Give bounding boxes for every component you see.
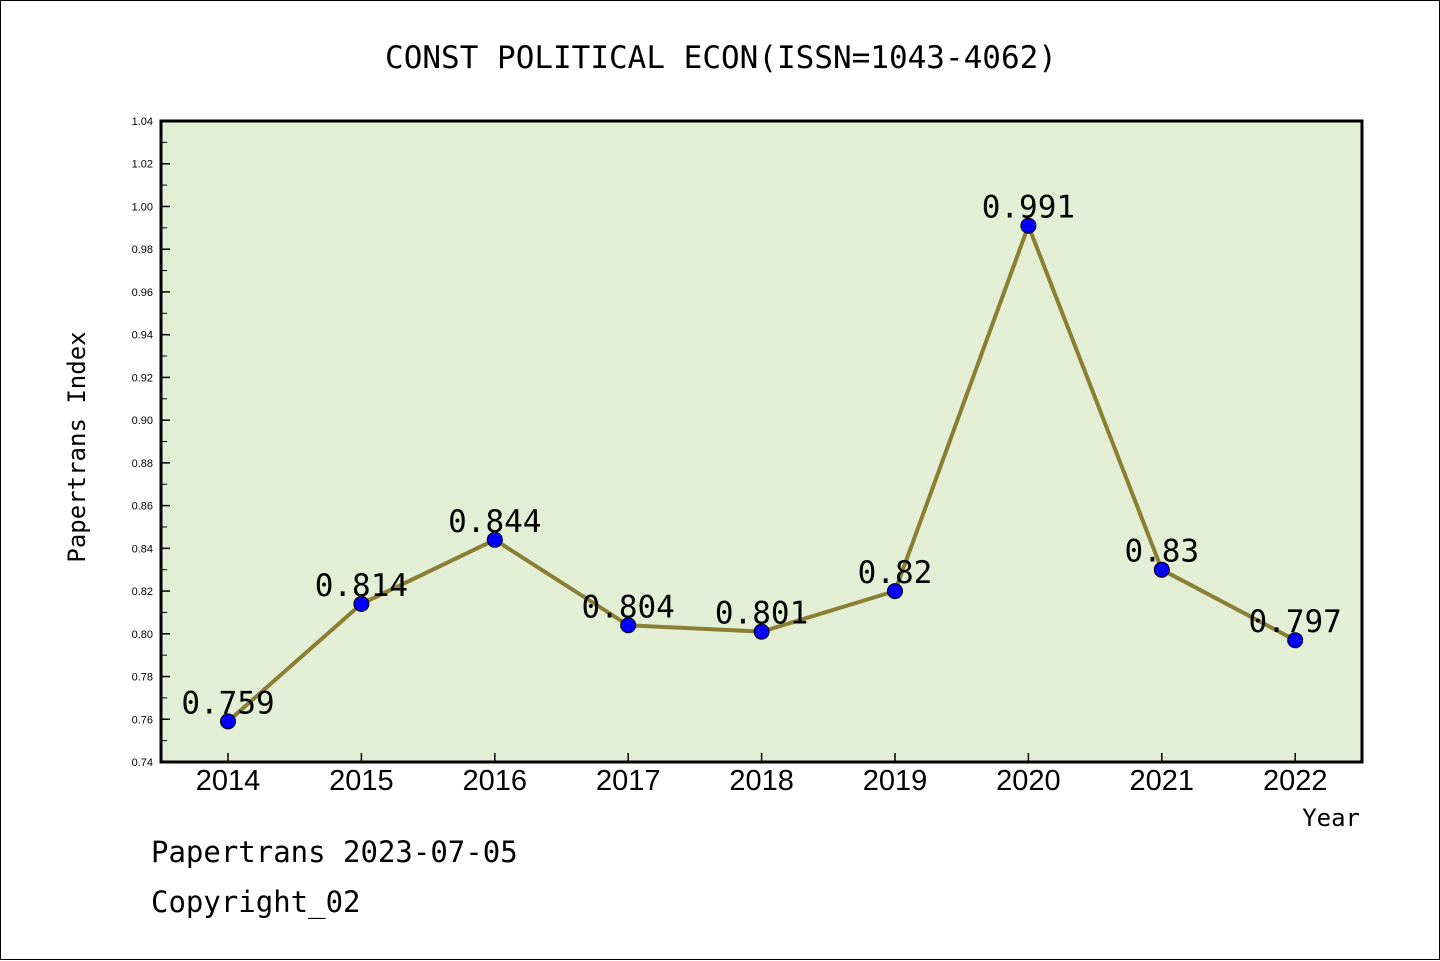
x-axis: 2014 2015 2016 2017 2018 2019 2020 2021 2022 — [196, 753, 1328, 797]
y-tick-label: 0.76 — [132, 714, 153, 726]
data-point — [887, 583, 903, 600]
x-tick-label: 2019 — [863, 765, 928, 797]
data-labels: 0.759 0.814 0.844 0.804 0.801 0.82 0.991 0.83 0.… — [181, 190, 1342, 722]
data-label: 0.844 — [448, 504, 541, 540]
y-tick-label: 0.88 — [132, 458, 153, 470]
plot-area — [159, 119, 1364, 764]
y-tick-label: 0.80 — [132, 629, 153, 641]
y-tick-label: 0.78 — [132, 672, 153, 684]
data-point — [353, 595, 370, 612]
x-tick-label: 2017 — [596, 765, 661, 797]
x-tick-label: 2014 — [196, 765, 261, 797]
y-tick-label: 0.82 — [132, 586, 153, 598]
y-tick-label: 0.96 — [132, 287, 153, 299]
y-axis: 0.74 0.76 0.78 0.80 0.82 0.84 0.86 0.88 0.90 0.92… — [132, 116, 170, 769]
y-tick-label: 0.74 — [132, 757, 153, 769]
y-tick-label: 0.90 — [132, 415, 153, 427]
y-tick-label: 1.00 — [132, 201, 153, 213]
y-tick-label: 1.04 — [132, 116, 153, 128]
data-label: 0.804 — [582, 589, 675, 625]
data-label: 0.991 — [982, 190, 1075, 226]
data-label: 0.814 — [315, 568, 408, 604]
data-label: 0.82 — [858, 555, 933, 591]
y-tick-label: 1.02 — [132, 159, 153, 171]
footer-source-text: Papertrans 2023-07-05 — [151, 835, 518, 869]
x-tick-label: 2015 — [329, 765, 394, 797]
y-tick-label: 0.94 — [132, 330, 153, 342]
x-tick-label: 2022 — [1263, 765, 1328, 797]
x-tick-label: 2018 — [729, 765, 794, 797]
data-label: 0.797 — [1249, 604, 1342, 640]
y-axis-title: Papertrans Index — [63, 331, 91, 562]
data-point — [1287, 632, 1304, 649]
data-point — [753, 623, 770, 640]
data-point — [1020, 217, 1037, 234]
x-tick-label: 2020 — [996, 765, 1061, 797]
chart-title: CONST POLITICAL ECON(ISSN=1043-4062) — [385, 40, 1057, 76]
y-tick-label: 0.92 — [132, 372, 153, 384]
footer-copyright-text: Copyright_02 — [151, 885, 361, 919]
data-point — [220, 713, 236, 730]
y-tick-label: 0.84 — [132, 543, 153, 555]
data-point — [1153, 561, 1170, 578]
data-label: 0.801 — [715, 596, 808, 632]
data-label: 0.759 — [181, 685, 274, 721]
data-point — [620, 617, 637, 634]
y-tick-label: 0.86 — [132, 501, 153, 513]
data-point — [486, 531, 503, 548]
data-points — [220, 217, 1304, 730]
x-tick-label: 2021 — [1130, 765, 1195, 797]
x-tick-label: 2016 — [463, 765, 528, 797]
y-tick-label: 0.98 — [132, 244, 153, 256]
x-axis-title: Year — [1302, 804, 1360, 832]
data-label: 0.83 — [1124, 534, 1199, 570]
